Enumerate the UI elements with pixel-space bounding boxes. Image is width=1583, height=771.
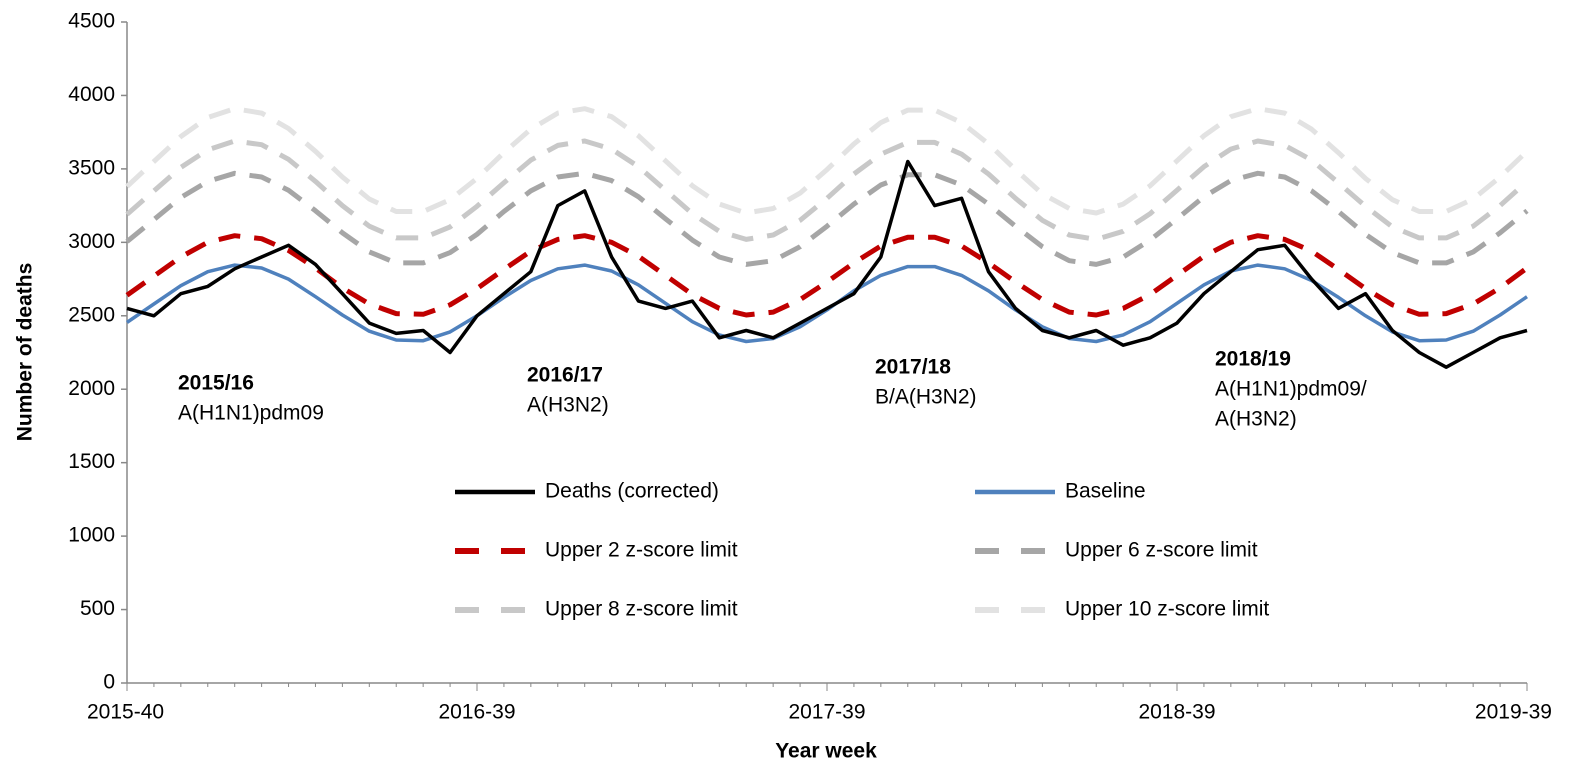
- y-axis-label: Number of deaths: [14, 263, 37, 442]
- annotation-text: A(H3N2): [527, 394, 609, 417]
- y-tick-label: 4500: [68, 10, 115, 33]
- annotation-title: 2017/18: [875, 356, 951, 379]
- y-tick-label: 1000: [68, 524, 115, 547]
- y-tick-label: 3500: [68, 156, 115, 179]
- annotation-title: 2018/19: [1215, 348, 1291, 371]
- annotation-text: A(H1N1)pdm09/: [1215, 378, 1367, 401]
- y-tick-label: 2000: [68, 377, 115, 400]
- legend-label: Upper 8 z-score limit: [545, 598, 738, 621]
- series-line: [126, 159, 1528, 369]
- x-tick-label: 2019-39: [1475, 701, 1552, 724]
- x-tick-label: 2015-40: [87, 701, 164, 724]
- series-line: [125, 170, 1529, 267]
- x-tick-label: 2018-39: [1138, 701, 1215, 724]
- annotation-text: B/A(H3N2): [875, 386, 977, 409]
- y-tick-label: 500: [80, 597, 115, 620]
- series-line: [125, 233, 1529, 318]
- annotation-title: 2016/17: [527, 364, 603, 387]
- x-tick-label: 2016-39: [438, 701, 515, 724]
- series-line: [126, 263, 1528, 344]
- legend-label: Upper 6 z-score limit: [1065, 539, 1258, 562]
- y-tick-label: 4000: [68, 83, 115, 106]
- legend-label: Upper 10 z-score limit: [1065, 598, 1269, 621]
- x-axis-label: Year week: [775, 740, 877, 763]
- y-tick-label: 3000: [68, 230, 115, 253]
- legend-label: Upper 2 z-score limit: [545, 539, 738, 562]
- x-tick-label: 2017-39: [788, 701, 865, 724]
- annotation-text: A(H1N1)pdm09: [178, 402, 324, 425]
- annotation-text: A(H3N2): [1215, 408, 1297, 431]
- series-line: [125, 138, 1529, 242]
- y-tick-label: 1500: [68, 450, 115, 473]
- annotation-title: 2015/16: [178, 372, 254, 395]
- series-line: [125, 106, 1529, 216]
- y-tick-label: 2500: [68, 303, 115, 326]
- y-tick-label: 0: [103, 671, 115, 694]
- legend-label: Baseline: [1065, 480, 1146, 503]
- legend-label: Deaths (corrected): [545, 480, 719, 503]
